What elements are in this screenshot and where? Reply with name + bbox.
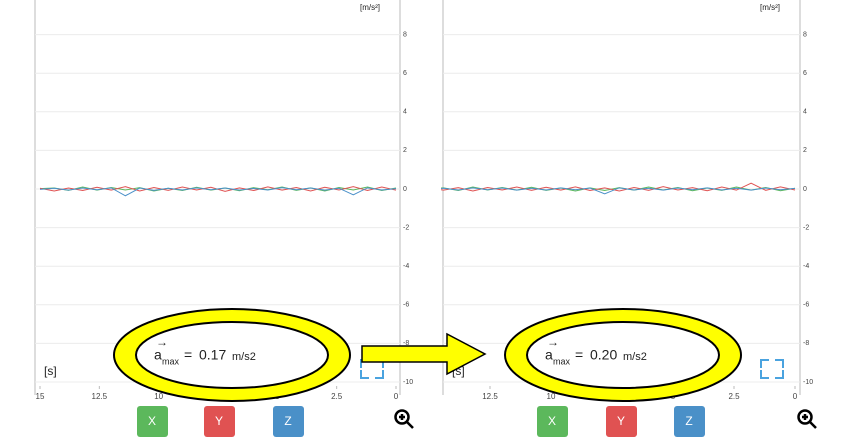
x-tick-label: 10	[154, 392, 163, 401]
vector-arrow: →	[547, 335, 559, 349]
series-toggle-button[interactable]	[674, 406, 705, 437]
y-tick-label: -2	[403, 224, 409, 231]
y-tick-label: 6	[403, 70, 407, 77]
y-tick-label: -10	[803, 379, 813, 386]
x-tick-label: 12.5	[482, 392, 498, 401]
highlight-ring-inner	[135, 321, 329, 389]
x-tick-label: 10	[547, 392, 556, 401]
highlight-ring-inner	[526, 321, 720, 389]
series-toggle-button[interactable]	[537, 406, 568, 437]
y-tick-label: -4	[803, 263, 809, 270]
zoom-button-handle[interactable]	[802, 414, 817, 429]
annotation-unit: m/s2	[623, 351, 647, 363]
series-toggle-label[interactable]: X	[148, 414, 156, 428]
series-toggle-button[interactable]	[273, 406, 304, 437]
series-toggle-label[interactable]: X	[548, 414, 556, 428]
x-tick-label: 12.5	[92, 392, 108, 401]
annotation-symbol: a	[545, 347, 553, 363]
zoom-button[interactable]	[797, 409, 813, 425]
x-axis-label: [s]	[44, 364, 57, 378]
x-tick-label: 2.5	[728, 392, 740, 401]
y-axis-label: [m/s²]	[760, 3, 780, 12]
x-tick-label: 2.5	[331, 392, 343, 401]
series-toggle-button[interactable]	[137, 406, 168, 437]
annotation-subscript: max	[162, 356, 180, 366]
annotation-subscript: max	[553, 356, 571, 366]
y-tick-label: 4	[403, 109, 407, 116]
y-tick-label: -8	[803, 340, 809, 347]
annotation-symbol: a	[154, 347, 162, 363]
y-tick-label: 0	[403, 186, 407, 193]
y-tick-label: 2	[803, 147, 807, 154]
series-toggle-label[interactable]: Y	[617, 414, 625, 428]
y-tick-label: 2	[403, 147, 407, 154]
zoom-button[interactable]	[394, 409, 410, 425]
y-tick-label: 8	[403, 31, 407, 38]
x-tick-label: 15	[36, 392, 45, 401]
overlays: →a max = 0.17 m/s2X Y Z→a max = 0.20 m/s2X Y Z	[113, 308, 817, 437]
x-tick-label: 15	[425, 392, 434, 401]
y-tick-label: -8	[403, 340, 409, 347]
annotation-operator: =	[184, 347, 192, 363]
zoom-button-handle[interactable]	[399, 414, 414, 429]
series-toggle-button[interactable]	[606, 406, 637, 437]
series-toggle-label[interactable]: Y	[215, 414, 223, 428]
fullscreen-icon[interactable]	[760, 359, 784, 379]
annotation-operator: =	[575, 347, 583, 363]
y-tick-label: -10	[403, 379, 413, 386]
arrow	[361, 332, 487, 376]
y-tick-label: -6	[403, 302, 409, 309]
y-tick-label: -2	[803, 224, 809, 231]
x-tick-label: 0	[394, 392, 399, 401]
series-toggle-label[interactable]: Z	[685, 414, 692, 428]
y-tick-label: 0	[803, 186, 807, 193]
x-tick-label: 0	[793, 392, 798, 401]
annotation-value: 0.20	[590, 347, 617, 363]
y-tick-label: 4	[803, 109, 807, 116]
annotation-value: 0.17	[199, 347, 226, 363]
y-tick-label: 6	[803, 70, 807, 77]
series-toggle-label[interactable]: Z	[284, 414, 291, 428]
series-line	[441, 187, 796, 195]
annotation-unit: m/s2	[232, 351, 256, 363]
y-axis-label: [m/s²]	[360, 3, 380, 12]
y-tick-label: 8	[803, 31, 807, 38]
chart-panel: -10-8-6-4-2024681512.5107.552.50[m/s²][s…	[34, 0, 413, 401]
series-toggle-button[interactable]	[204, 406, 235, 437]
series-line	[441, 182, 796, 192]
vector-arrow: →	[156, 335, 168, 349]
y-tick-label: -4	[403, 263, 409, 270]
y-tick-label: -6	[803, 302, 809, 309]
series-line	[39, 187, 397, 197]
